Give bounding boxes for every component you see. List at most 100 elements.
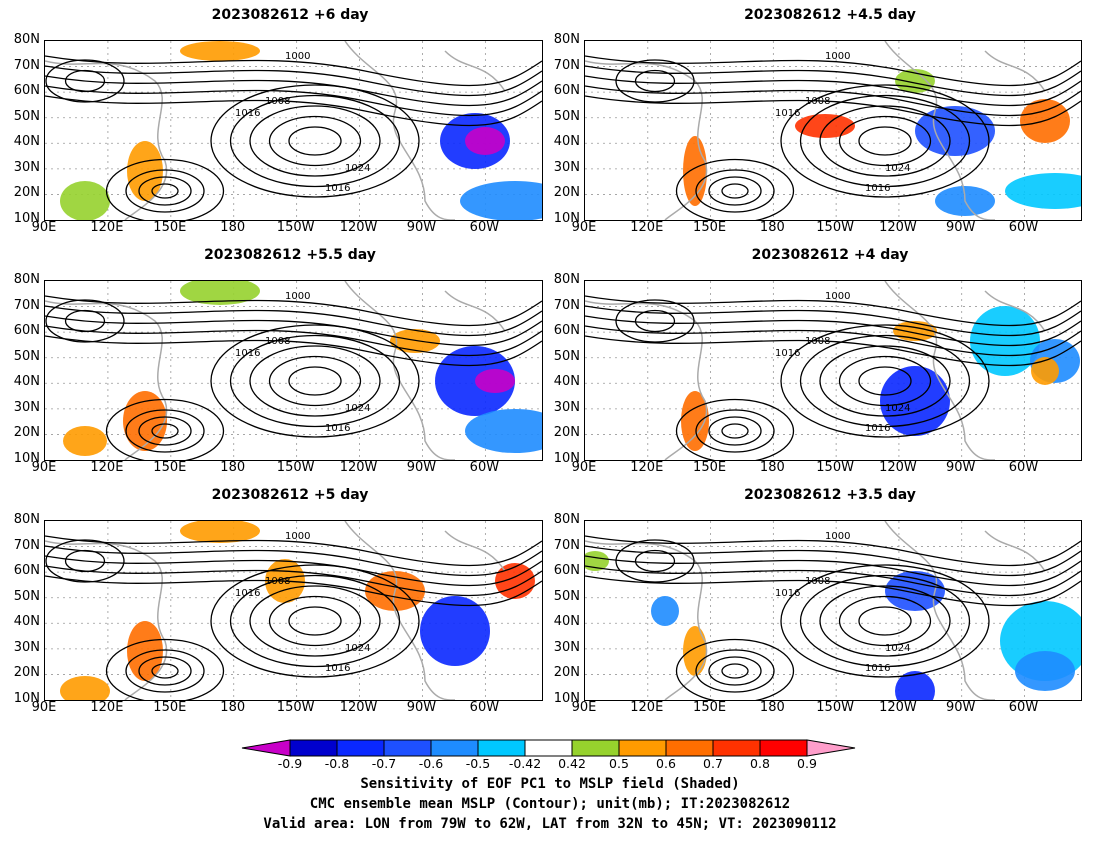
pressure-contour: [675, 638, 795, 700]
pressure-contour: [838, 355, 932, 407]
latitude-label: 50N: [13, 348, 40, 364]
panel-title-6: 2023082612 +3.5 day: [744, 487, 916, 503]
contour-label: 1016: [865, 183, 890, 194]
contour-label: 1016: [775, 348, 800, 359]
latitude-label: 50N: [13, 588, 40, 604]
pressure-contour: [138, 416, 192, 446]
map-canvas: 1000 1008 1016 1016 1024: [585, 521, 1081, 700]
sensitivity-shading: [465, 127, 505, 155]
pressure-contour: [585, 305, 1081, 337]
contour-label: 1000: [825, 51, 850, 62]
pressure-contour: [45, 539, 125, 583]
pressure-contour: [249, 585, 381, 657]
latitude-label: 70N: [553, 57, 580, 73]
longitude-label: 90W: [406, 220, 437, 235]
sensitivity-shading: [180, 281, 260, 305]
colorbar-swatch: [665, 739, 714, 757]
pressure-contour: [45, 65, 542, 97]
colorbar-swatch: [336, 739, 385, 757]
contour-label: 1000: [825, 291, 850, 302]
longitude-label: 150E: [153, 700, 187, 715]
pressure-contour: [695, 169, 775, 213]
pressure-contour: [105, 638, 225, 700]
sensitivity-shading: [895, 671, 935, 700]
pressure-contour: [229, 574, 401, 668]
longitude-label: 180: [220, 220, 246, 235]
pressure-contour: [634, 309, 676, 333]
pressure-contour: [45, 555, 542, 587]
longitude-label: 90E: [571, 700, 597, 715]
colorbar-min-arrow: [241, 739, 291, 757]
colorbar-swatch: [618, 739, 667, 757]
sensitivity-shading: [127, 141, 163, 201]
pressure-contour: [268, 115, 362, 167]
pressure-contour: [585, 545, 1081, 577]
pressure-contour: [249, 345, 381, 417]
pressure-contour: [45, 59, 125, 103]
colorbar-tick-label: 0.7: [703, 756, 723, 771]
sensitivity-shading: [420, 596, 490, 666]
latitude-label: 20N: [553, 665, 580, 681]
pressure-contour: [288, 126, 342, 156]
pressure-contour: [229, 334, 401, 428]
longitude-label: 120W: [879, 220, 917, 235]
map-panel-5: 1000 1008 1016 1016 1024: [44, 520, 543, 701]
sensitivity-shading: [970, 306, 1040, 376]
colorbar-tick-label: -0.7: [371, 756, 397, 771]
latitude-label: 80N: [553, 32, 580, 47]
latitude-label: 40N: [553, 614, 580, 630]
pressure-contour: [125, 409, 205, 453]
latitude-label: 40N: [553, 134, 580, 150]
sensitivity-shading: [651, 596, 679, 626]
longitude-label: 150W: [816, 460, 854, 475]
pressure-contour: [45, 305, 542, 337]
map-panel-6: 1000 1008 1016 1016 1024: [584, 520, 1082, 701]
latitude-label: 60N: [553, 83, 580, 99]
sensitivity-shading: [180, 521, 260, 543]
longitude-label: 120E: [90, 700, 124, 715]
pressure-contour: [585, 295, 1081, 327]
map-canvas: 1000 1008 1016 1016 1024: [45, 281, 542, 460]
pressure-contour: [585, 95, 1081, 127]
latitude-label: 10N: [553, 211, 580, 226]
pressure-contour: [721, 183, 749, 199]
pressure-contour: [45, 545, 542, 577]
latitude-label: 20N: [13, 185, 40, 201]
latitude-label: 40N: [13, 614, 40, 630]
latitude-label: 40N: [553, 374, 580, 390]
longitude-label: 120W: [339, 220, 378, 235]
contour-label: 1024: [345, 403, 370, 414]
map-panel-1: 1000 1008 1016 1016 1024: [44, 40, 543, 221]
latitude-label: 80N: [13, 32, 40, 47]
pressure-contour: [45, 315, 542, 347]
longitude-label: 90W: [406, 700, 437, 715]
latitude-label: 80N: [13, 272, 40, 287]
pressure-contour: [799, 574, 971, 668]
colorbar-tick-label: -0.9: [277, 756, 303, 771]
sensitivity-shading: [465, 409, 542, 453]
colorbar-tick-label: 0.8: [750, 756, 770, 771]
pressure-contour: [45, 85, 542, 117]
contour-label: 1008: [805, 96, 830, 107]
pressure-contour: [819, 345, 951, 417]
contour-label: 1016: [865, 663, 890, 674]
longitude-label: 60W: [1008, 460, 1039, 475]
pressure-contour: [585, 535, 1081, 567]
latitude-label: 60N: [553, 563, 580, 579]
panel-title-4: 2023082612 +4 day: [751, 247, 909, 263]
colorbar-max-arrow: [806, 739, 856, 757]
colorbar-tick-label: 0.9: [797, 756, 817, 771]
pressure-contour: [615, 59, 695, 103]
contour-label: 1024: [885, 403, 910, 414]
sensitivity-shading: [390, 329, 440, 353]
contour-label: 1016: [775, 588, 800, 599]
contour-label: 1016: [235, 108, 260, 119]
pressure-contour: [799, 94, 971, 188]
longitude-label: 120W: [339, 700, 378, 715]
pressure-contour: [721, 423, 749, 439]
latitude-label: 10N: [553, 451, 580, 466]
pressure-contour: [858, 126, 912, 156]
pressure-contour: [708, 176, 762, 206]
pressure-contour: [675, 398, 795, 460]
contour-label: 1016: [325, 423, 350, 434]
